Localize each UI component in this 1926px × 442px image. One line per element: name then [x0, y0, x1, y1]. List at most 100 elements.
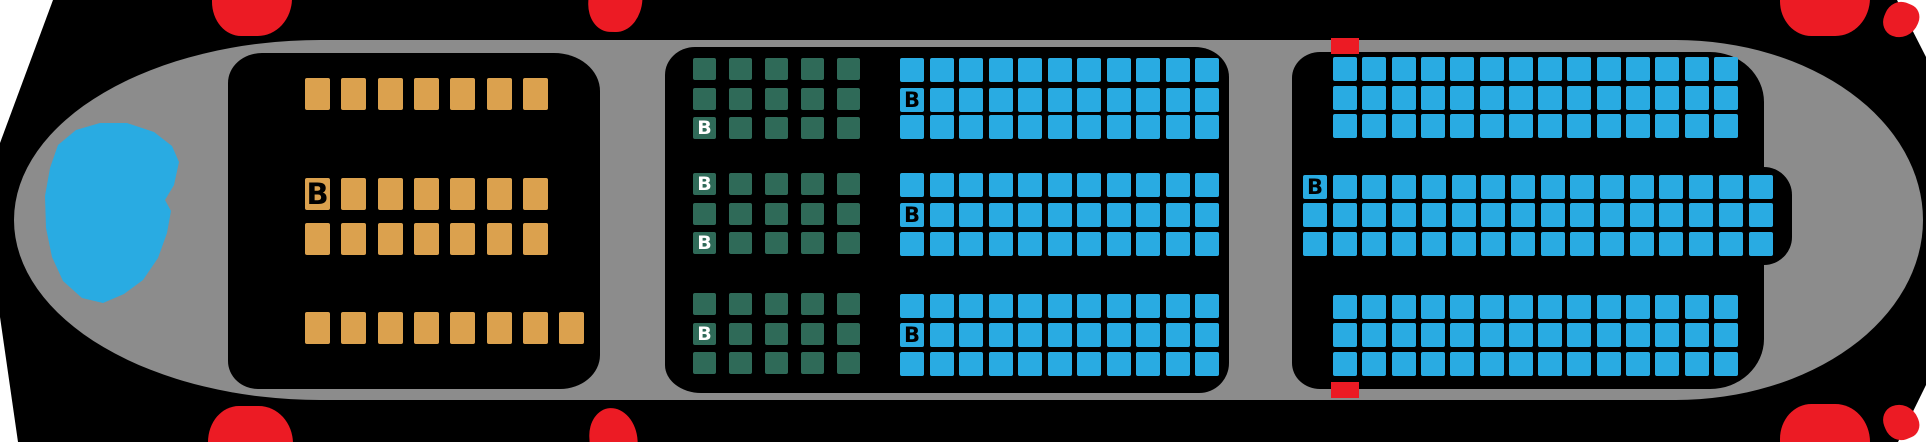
seat[interactable]: [1333, 57, 1357, 81]
seat[interactable]: [1684, 352, 1709, 376]
seat[interactable]: [1106, 88, 1131, 112]
seat[interactable]: [1596, 86, 1621, 110]
seat[interactable]: [959, 88, 983, 112]
seat[interactable]: [1333, 114, 1357, 138]
seat[interactable]: [693, 58, 716, 80]
seat[interactable]: [1362, 57, 1387, 81]
seat[interactable]: [1713, 295, 1738, 319]
seat[interactable]: [1391, 114, 1416, 138]
bassinet-seat[interactable]: B: [693, 323, 716, 345]
seat[interactable]: [729, 117, 752, 139]
seat[interactable]: [1195, 115, 1219, 139]
seat[interactable]: [1713, 86, 1738, 110]
seat[interactable]: [1629, 203, 1654, 227]
seat[interactable]: [900, 232, 924, 256]
seat[interactable]: [929, 232, 954, 256]
seat[interactable]: [1333, 86, 1357, 110]
seat[interactable]: [1508, 323, 1533, 347]
seat[interactable]: [1333, 323, 1357, 347]
seat[interactable]: [1165, 294, 1190, 318]
seat[interactable]: [929, 294, 954, 318]
seat[interactable]: [1106, 232, 1131, 256]
seat[interactable]: [522, 78, 548, 110]
seat[interactable]: [413, 178, 439, 210]
seat[interactable]: [1508, 295, 1533, 319]
seat[interactable]: [988, 173, 1013, 197]
seat[interactable]: [929, 115, 954, 139]
seat[interactable]: [1626, 295, 1650, 319]
seat[interactable]: [1626, 352, 1650, 376]
bassinet-seat[interactable]: B: [900, 203, 924, 227]
seat[interactable]: [1540, 175, 1565, 199]
seat[interactable]: [1689, 203, 1714, 227]
seat[interactable]: [1570, 203, 1595, 227]
seat[interactable]: [837, 352, 860, 374]
seat[interactable]: [959, 203, 983, 227]
seat[interactable]: [377, 312, 403, 344]
seat[interactable]: [801, 352, 824, 374]
seat[interactable]: [1047, 203, 1072, 227]
seat[interactable]: [1165, 323, 1190, 347]
seat[interactable]: [1629, 232, 1654, 256]
seat[interactable]: [729, 88, 752, 110]
seat[interactable]: [1596, 323, 1621, 347]
seat[interactable]: [988, 203, 1013, 227]
seat[interactable]: [1106, 173, 1131, 197]
seat[interactable]: [1508, 114, 1533, 138]
seat[interactable]: [1136, 173, 1160, 197]
seat[interactable]: [959, 323, 983, 347]
seat[interactable]: [1481, 232, 1506, 256]
seat[interactable]: [1538, 86, 1563, 110]
seat[interactable]: [729, 203, 752, 225]
seat[interactable]: [1479, 57, 1504, 81]
seat[interactable]: [1195, 232, 1219, 256]
seat[interactable]: [1689, 175, 1714, 199]
seat[interactable]: [305, 223, 330, 255]
seat[interactable]: [1451, 175, 1476, 199]
seat[interactable]: [1136, 115, 1160, 139]
seat[interactable]: [988, 323, 1013, 347]
seat[interactable]: [1626, 114, 1650, 138]
seat[interactable]: [1684, 57, 1709, 81]
seat[interactable]: [801, 203, 824, 225]
seat[interactable]: [1077, 115, 1101, 139]
seat[interactable]: [1567, 114, 1592, 138]
seat[interactable]: [900, 352, 924, 376]
seat[interactable]: [988, 58, 1013, 82]
seat[interactable]: [1362, 86, 1387, 110]
seat[interactable]: [522, 223, 548, 255]
seat[interactable]: [1479, 352, 1504, 376]
seat[interactable]: [1106, 352, 1131, 376]
seat[interactable]: [1136, 88, 1160, 112]
seat[interactable]: [1567, 352, 1592, 376]
seat[interactable]: [1391, 352, 1416, 376]
seat[interactable]: [1106, 323, 1131, 347]
seat[interactable]: [1077, 203, 1101, 227]
seat[interactable]: [1332, 203, 1357, 227]
seat[interactable]: [765, 203, 788, 225]
seat[interactable]: [1303, 232, 1327, 256]
seat[interactable]: [1106, 115, 1131, 139]
seat[interactable]: [765, 232, 788, 254]
seat[interactable]: [1684, 295, 1709, 319]
seat[interactable]: [765, 293, 788, 315]
seat[interactable]: [1391, 323, 1416, 347]
seat[interactable]: [1421, 232, 1446, 256]
seat[interactable]: [1018, 58, 1042, 82]
seat[interactable]: [1421, 175, 1446, 199]
seat[interactable]: [959, 58, 983, 82]
seat[interactable]: [837, 203, 860, 225]
seat[interactable]: [1136, 323, 1160, 347]
seat[interactable]: [1047, 58, 1072, 82]
seat[interactable]: [305, 78, 330, 110]
seat[interactable]: [929, 58, 954, 82]
seat[interactable]: [988, 115, 1013, 139]
seat[interactable]: [341, 178, 367, 210]
seat[interactable]: [1600, 203, 1624, 227]
seat[interactable]: [377, 223, 403, 255]
seat[interactable]: [1392, 175, 1417, 199]
seat[interactable]: [1195, 88, 1219, 112]
seat[interactable]: [1077, 173, 1101, 197]
seat[interactable]: [1659, 175, 1684, 199]
seat[interactable]: [988, 294, 1013, 318]
